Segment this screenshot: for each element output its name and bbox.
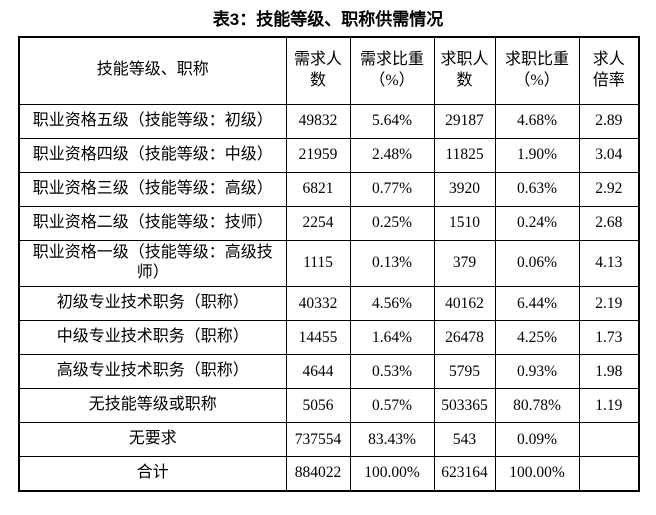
row-label: 职业资格五级（技能等级：初级）	[18, 103, 287, 139]
table-row: 职业资格三级（技能等级：高级） 6821 0.77% 3920 0.63% 2.92	[18, 171, 640, 207]
table-cell: 623164	[433, 456, 496, 492]
table-cell	[578, 422, 640, 458]
table-cell: 2254	[285, 205, 351, 241]
table-cell: 2.68	[578, 205, 640, 241]
table-row: 高级专业技术职务（职称） 4644 0.53% 5795 0.93% 1.98	[18, 354, 640, 390]
table-cell: 100.00%	[494, 456, 580, 492]
table-cell: 0.13%	[349, 239, 435, 288]
table-cell: 0.93%	[494, 354, 580, 390]
table-cell: 0.24%	[494, 205, 580, 241]
table-cell: 3920	[433, 171, 496, 207]
table-cell: 0.53%	[349, 354, 435, 390]
table-cell: 3.04	[578, 137, 640, 173]
column-header-4: 求职比重（%）	[494, 36, 580, 105]
row-label: 合计	[18, 456, 287, 492]
table-cell: 5795	[433, 354, 496, 390]
header-row: 技能等级、职称 需求人数 需求比重（%） 求职人数 求职比重（%） 求人倍率	[18, 36, 640, 105]
table-cell: 26478	[433, 320, 496, 356]
table-cell: 2.19	[578, 286, 640, 322]
row-label: 职业资格三级（技能等级：高级）	[18, 171, 287, 207]
table-cell: 6821	[285, 171, 351, 207]
table-row: 初级专业技术职务（职称） 40332 4.56% 40162 6.44% 2.19	[18, 286, 640, 322]
table-cell: 1.64%	[349, 320, 435, 356]
table-cell: 4.13	[578, 239, 640, 288]
skill-level-supply-demand-table: 技能等级、职称 需求人数 需求比重（%） 求职人数 求职比重（%） 求人倍率 职业资格五级…	[18, 36, 640, 492]
table-cell: 1510	[433, 205, 496, 241]
table-cell: 4.68%	[494, 103, 580, 139]
table-cell: 0.77%	[349, 171, 435, 207]
table-cell: 4644	[285, 354, 351, 390]
row-label: 初级专业技术职务（职称）	[18, 286, 287, 322]
row-label: 无技能等级或职称	[18, 388, 287, 424]
table-row: 中级专业技术职务（职称） 14455 1.64% 26478 4.25% 1.73	[18, 320, 640, 356]
table-row: 无要求 737554 83.43% 543 0.09%	[18, 422, 640, 458]
table-cell: 11825	[433, 137, 496, 173]
table-cell: 884022	[285, 456, 351, 492]
table-cell: 737554	[285, 422, 351, 458]
table-cell: 1.98	[578, 354, 640, 390]
table-row: 合计 884022 100.00% 623164 100.00%	[18, 456, 640, 492]
table-row: 职业资格五级（技能等级：初级） 49832 5.64% 29187 4.68% 2.89	[18, 103, 640, 139]
table-cell: 1.90%	[494, 137, 580, 173]
table-row: 职业资格四级（技能等级：中级） 21959 2.48% 11825 1.90% 3.04	[18, 137, 640, 173]
row-label: 中级专业技术职务（职称）	[18, 320, 287, 356]
table-cell: 2.48%	[349, 137, 435, 173]
row-label: 无要求	[18, 422, 287, 458]
table-cell: 40332	[285, 286, 351, 322]
table-row: 职业资格二级（技能等级：技师） 2254 0.25% 1510 0.24% 2.68	[18, 205, 640, 241]
table-cell: 14455	[285, 320, 351, 356]
column-header-5: 求人倍率	[578, 36, 640, 105]
table-cell: 0.63%	[494, 171, 580, 207]
column-header-3: 求职人数	[433, 36, 496, 105]
row-label: 职业资格二级（技能等级：技师）	[18, 205, 287, 241]
table-cell: 1115	[285, 239, 351, 288]
table-cell: 83.43%	[349, 422, 435, 458]
table-cell: 1.19	[578, 388, 640, 424]
table-cell: 543	[433, 422, 496, 458]
table-cell: 0.06%	[494, 239, 580, 288]
table-cell: 0.25%	[349, 205, 435, 241]
table-title: 表3：技能等级、职称供需情况	[212, 10, 444, 29]
table-cell: 29187	[433, 103, 496, 139]
table-cell: 49832	[285, 103, 351, 139]
table-cell: 0.09%	[494, 422, 580, 458]
table-cell: 100.00%	[349, 456, 435, 492]
table-row: 职业资格一级（技能等级：高级技师） 1115 0.13% 379 0.06% 4.13	[18, 239, 640, 288]
column-header-1: 需求人数	[285, 36, 351, 105]
table-cell: 379	[433, 239, 496, 288]
table-cell: 40162	[433, 286, 496, 322]
table-cell: 503365	[433, 388, 496, 424]
table-cell: 21959	[285, 137, 351, 173]
row-label: 职业资格一级（技能等级：高级技师）	[18, 239, 287, 288]
table-cell: 5.64%	[349, 103, 435, 139]
table-cell: 80.78%	[494, 388, 580, 424]
table-row: 无技能等级或职称 5056 0.57% 503365 80.78% 1.19	[18, 388, 640, 424]
row-label: 职业资格四级（技能等级：中级）	[18, 137, 287, 173]
table-cell: 1.73	[578, 320, 640, 356]
table-cell: 0.57%	[349, 388, 435, 424]
table-cell: 2.92	[578, 171, 640, 207]
row-label: 高级专业技术职务（职称）	[18, 354, 287, 390]
table-cell: 5056	[285, 388, 351, 424]
table-cell: 4.25%	[494, 320, 580, 356]
table-body: 职业资格五级（技能等级：初级） 49832 5.64% 29187 4.68% 2.89 职…	[18, 103, 640, 492]
column-header-2: 需求比重（%）	[349, 36, 435, 105]
column-header-0: 技能等级、职称	[18, 36, 287, 105]
table-cell	[578, 456, 640, 492]
table-cell: 2.89	[578, 103, 640, 139]
table-cell: 6.44%	[494, 286, 580, 322]
document-page: 表3：技能等级、职称供需情况 技能等级、职称 需求人数 需求比重（%） 求职人数 求职比…	[0, 10, 656, 492]
table-cell: 4.56%	[349, 286, 435, 322]
